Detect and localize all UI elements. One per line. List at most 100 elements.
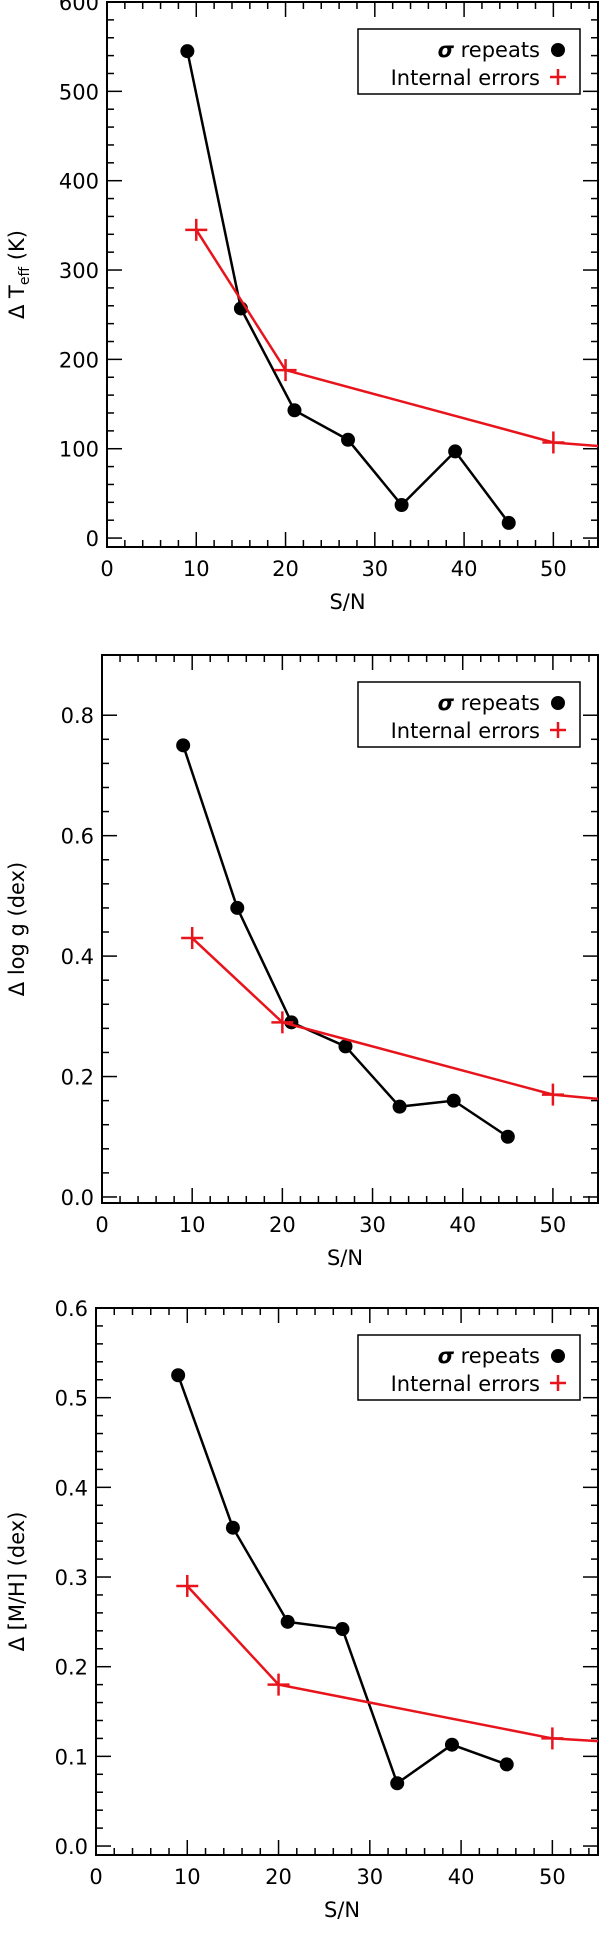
- y-axis-title-main: Δ [M/H] (dex): [5, 1512, 29, 1652]
- sigma-repeats-point: [171, 1368, 186, 1383]
- internal-errors-point: [541, 1727, 564, 1750]
- sigma-repeats-point: [287, 403, 302, 418]
- y-tick-label: 0.4: [61, 945, 94, 969]
- legend-circle-marker: [551, 43, 565, 57]
- legend-circle-marker: [551, 696, 565, 710]
- legend-box: [357, 28, 581, 95]
- x-tick-label: 30: [359, 1213, 386, 1237]
- panel-2: 0 10 20 30 40 50 0.0 0.2 0.4 0.6 0.8 S/N Δ log g (de…: [5, 654, 599, 1270]
- x-tick-label: 10: [183, 557, 210, 581]
- internal-errors-point: [176, 1574, 199, 1597]
- x-tick-label: 30: [361, 557, 388, 581]
- plot-area: [171, 1368, 598, 1791]
- y-axis-title: Δ [M/H] (dex): [5, 1512, 29, 1652]
- legend-box: [357, 681, 581, 748]
- sigma-repeats-point: [341, 432, 356, 447]
- x-axis-title: S/N: [327, 1246, 363, 1270]
- sigma-repeats-point: [392, 1099, 407, 1114]
- sigma-repeats-line: [181, 744, 509, 1138]
- x-tick-label: 20: [269, 1213, 296, 1237]
- x-tick-label: 10: [174, 1865, 201, 1889]
- sigma-repeats-point: [499, 1757, 514, 1772]
- legend-label-sigma-repeats: σ repeats: [438, 691, 540, 715]
- y-axis-title-main: Δ T: [5, 285, 29, 319]
- x-tick-label: 30: [356, 1865, 383, 1889]
- internal-errors-line: [186, 1585, 598, 1743]
- sigma-repeats-point: [390, 1776, 405, 1791]
- internal-errors-line: [195, 229, 598, 448]
- x-tick-label: 50: [539, 1865, 566, 1889]
- internal-errors-point: [541, 1083, 564, 1106]
- legend-sigma-symbol: σ: [438, 38, 455, 62]
- legend-label-internal-errors: Internal errors: [391, 719, 540, 743]
- x-axis-title: S/N: [324, 1898, 360, 1922]
- sigma-repeats-point: [225, 1520, 240, 1535]
- y-tick-label: 0.3: [55, 1566, 88, 1590]
- x-axis-title: S/N: [329, 590, 365, 614]
- x-tick-label: 20: [272, 557, 299, 581]
- internal-errors-point: [181, 927, 204, 950]
- plot-area: [176, 738, 598, 1144]
- sigma-repeats-point: [230, 900, 245, 915]
- sigma-repeats-point: [500, 1129, 515, 1144]
- sigma-repeats-point: [444, 1737, 459, 1752]
- legend-plus-marker: [550, 69, 566, 85]
- legend: σ repeats Internal errors: [357, 28, 581, 95]
- y-axis-title: Δ log g (dex): [5, 862, 29, 996]
- y-tick-label: 0: [86, 527, 99, 551]
- x-tick-label: 0: [100, 557, 113, 581]
- y-axis-title-main: Δ log g (dex): [5, 862, 29, 996]
- y-tick-label: 600: [59, 0, 99, 15]
- x-tick-label: 0: [89, 1865, 102, 1889]
- x-tick-label: 50: [540, 1213, 567, 1237]
- legend-plus-marker: [550, 722, 566, 738]
- y-tick-label: 0.0: [55, 1835, 88, 1859]
- x-tick-label: 20: [265, 1865, 292, 1889]
- legend-label-sigma-repeats: σ repeats: [438, 38, 540, 62]
- x-tick-label: 50: [540, 557, 567, 581]
- sigma-repeats-point: [448, 444, 463, 459]
- y-tick-label: 0.2: [55, 1656, 88, 1680]
- sigma-repeats-point: [501, 515, 516, 530]
- y-tick-label: 0.5: [55, 1387, 88, 1411]
- legend-circle-marker: [551, 1349, 565, 1363]
- internal-errors-point: [271, 1011, 294, 1034]
- y-tick-label: 0.8: [61, 704, 94, 728]
- legend-sigma-symbol: σ: [438, 1344, 455, 1368]
- y-tick-label: 0.1: [55, 1745, 88, 1769]
- y-tick-label: 200: [59, 348, 99, 372]
- sigma-repeats-point: [394, 498, 409, 513]
- y-tick-label: 0.6: [55, 1297, 88, 1321]
- legend-repeats-text: repeats: [454, 691, 540, 715]
- sigma-repeats-point: [335, 1622, 350, 1637]
- y-axis-title: Δ Teff (K): [5, 230, 33, 319]
- sigma-repeats-point: [338, 1039, 353, 1054]
- sigma-repeats-point: [280, 1614, 295, 1629]
- y-tick-label: 400: [59, 170, 99, 194]
- legend-repeats-text: repeats: [454, 38, 540, 62]
- x-tick-label: 0: [95, 1213, 108, 1237]
- sigma-repeats-point: [176, 738, 191, 753]
- legend: σ repeats Internal errors: [357, 681, 581, 748]
- internal-errors-point: [542, 431, 565, 454]
- legend-sigma-symbol: σ: [438, 691, 455, 715]
- sigma-repeats-line: [176, 1374, 508, 1786]
- y-tick-label: 0.6: [61, 825, 94, 849]
- internal-errors-point: [274, 359, 297, 382]
- sigma-repeats-point: [180, 44, 195, 59]
- legend-box: [357, 1334, 581, 1401]
- plot-frame: [101, 654, 599, 1204]
- legend-repeats-text: repeats: [454, 1344, 540, 1368]
- internal-errors-point: [267, 1673, 290, 1696]
- legend-label-internal-errors: Internal errors: [391, 1372, 540, 1396]
- y-axis-title-unit: (K): [5, 230, 29, 267]
- y-tick-label: 100: [59, 438, 99, 462]
- plot-frame: [106, 1, 599, 548]
- x-tick-label: 40: [448, 1865, 475, 1889]
- internal-errors-line: [191, 937, 598, 1101]
- x-tick-label: 40: [449, 1213, 476, 1237]
- plot-area: [180, 44, 598, 530]
- y-tick-label: 300: [59, 259, 99, 283]
